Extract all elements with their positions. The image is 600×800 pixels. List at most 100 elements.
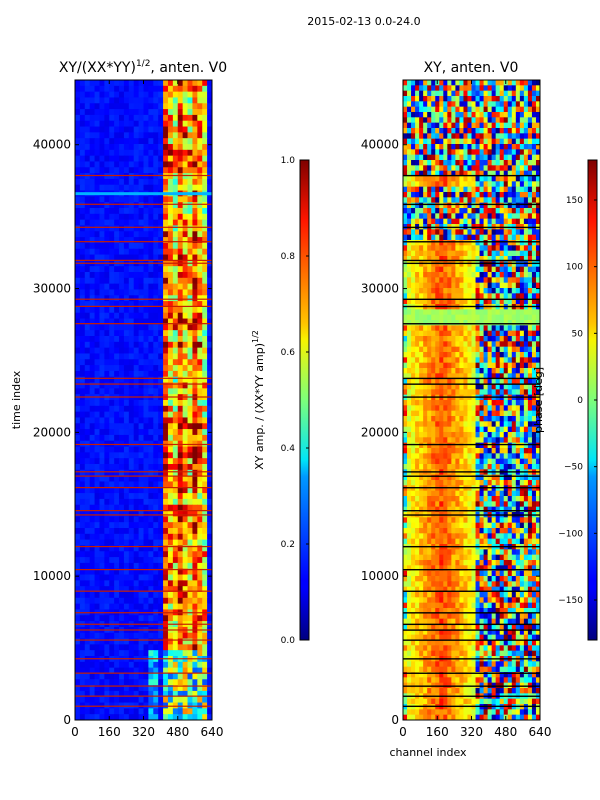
left-heatmap-cell (158, 306, 164, 314)
left-heatmap-cell (167, 411, 174, 419)
right-heatmap-cell (419, 346, 424, 353)
right-heatmap-cell (403, 176, 408, 182)
left-heatmap-cell (187, 161, 194, 168)
right-heatmap-cell (535, 357, 540, 364)
right-heatmap-cell (471, 85, 477, 92)
left-heatmap-cell (148, 592, 154, 599)
right-heatmap-cell (427, 106, 432, 113)
right-heatmap-cell (459, 128, 465, 134)
left-heatmap-cell (202, 97, 208, 104)
left-heatmap-cell (89, 370, 96, 378)
left-heatmap-cell (158, 266, 164, 273)
left-heatmap-cell (99, 359, 105, 366)
left-heatmap-cell (207, 155, 212, 163)
right-heatmap-cell (423, 181, 428, 188)
right-heatmap-cell (451, 80, 456, 86)
right-heatmap-cell (523, 165, 529, 172)
left-heatmap-cell (187, 405, 194, 413)
left-heatmap-cell (182, 254, 189, 261)
left-heatmap-cell (158, 481, 164, 488)
left-heatmap-cell (114, 289, 120, 296)
left-heatmap-cell (133, 516, 140, 523)
left-heatmap-cell (75, 481, 81, 488)
right-heatmap-cell (527, 309, 533, 316)
right-heatmap-cell (431, 245, 436, 252)
left-heatmap-cell (207, 109, 212, 116)
left-heatmap-cell (99, 144, 105, 151)
left-heatmap-cell (84, 213, 91, 221)
left-heatmap-cell (207, 330, 212, 337)
left-heatmap-cell (202, 417, 208, 424)
left-heatmap-cell (148, 714, 154, 720)
left-heatmap-cell (163, 283, 169, 291)
right-heatmap-cell (463, 85, 469, 92)
right-heatmap-cell (435, 261, 440, 268)
right-heatmap-cell (415, 112, 420, 118)
left-heatmap-cell (128, 510, 135, 517)
left-heatmap-cell (79, 365, 86, 372)
left-heatmap-cell (128, 615, 135, 622)
left-heatmap-cell (138, 475, 145, 483)
left-heatmap-cell (104, 580, 110, 587)
right-heatmap-cell (523, 149, 529, 156)
left-heatmap-cell (197, 184, 203, 192)
left-heatmap-cell (143, 615, 149, 622)
left-heatmap-cell (75, 248, 81, 256)
left-heatmap-cell (172, 353, 179, 360)
left-heatmap-cell (133, 237, 140, 244)
left-heatmap-cell (75, 545, 81, 552)
left-heatmap-cell (89, 85, 96, 93)
left-heatmap-cell (143, 562, 149, 570)
right-heatmap-cell (487, 149, 493, 156)
right-heatmap-cell (415, 266, 420, 273)
left-heatmap-cell (148, 213, 154, 221)
left-heatmap-cell (94, 661, 101, 669)
left-heatmap-cell (104, 231, 110, 238)
left-heatmap-cell (177, 528, 184, 535)
left-heatmap-cell (75, 231, 81, 238)
right-heatmap-cell (423, 272, 428, 278)
right-heatmap-cell (435, 336, 440, 342)
right-heatmap-cell (499, 314, 505, 321)
left-heatmap-cell (123, 452, 130, 459)
left-heatmap-cell (89, 667, 96, 675)
right-heatmap-cell (483, 309, 489, 316)
right-heatmap-cell (491, 213, 497, 220)
left-heatmap-cell (138, 586, 145, 593)
left-heatmap-cell (163, 144, 169, 151)
left-heatmap-cell (202, 306, 208, 314)
left-heatmap-cell (177, 557, 184, 564)
right-heatmap-cell (475, 314, 481, 321)
left-heatmap-cell (133, 149, 140, 157)
left-heatmap-cell (143, 114, 149, 122)
left-heatmap-cell (192, 545, 198, 552)
left-heatmap-cell (138, 225, 145, 232)
left-heatmap-cell (94, 312, 101, 320)
right-heatmap-cell (479, 112, 485, 118)
right-heatmap-cell (427, 181, 432, 188)
left-heatmap-cell (172, 272, 179, 279)
right-heatmap-cell (511, 352, 517, 358)
right-heatmap-cell (511, 112, 517, 118)
right-heatmap-cell (495, 266, 501, 273)
left-heatmap-cell (79, 574, 86, 581)
left-heatmap-cell (75, 376, 81, 384)
left-heatmap-cell (182, 400, 189, 407)
right-heatmap-cell (435, 357, 440, 364)
right-heatmap-cell (523, 181, 529, 188)
left-heatmap-cell (192, 149, 198, 157)
right-heatmap-cell (471, 170, 477, 177)
left-heatmap-cell (148, 452, 154, 459)
right-heatmap-cell (403, 341, 408, 348)
left-heatmap-cell (123, 225, 130, 232)
left-heatmap-cell (94, 708, 101, 715)
left-heatmap-cell (202, 673, 208, 680)
right-heatmap-cell (411, 85, 416, 92)
left-heatmap-cell (99, 464, 105, 471)
left-heatmap-cell (177, 178, 184, 186)
right-heatmap-cell (491, 181, 497, 188)
left-heatmap-cell (207, 481, 212, 488)
left-heatmap-cell (123, 429, 130, 436)
right-heatmap-cell (459, 160, 465, 166)
left-heatmap-cell (182, 562, 189, 570)
